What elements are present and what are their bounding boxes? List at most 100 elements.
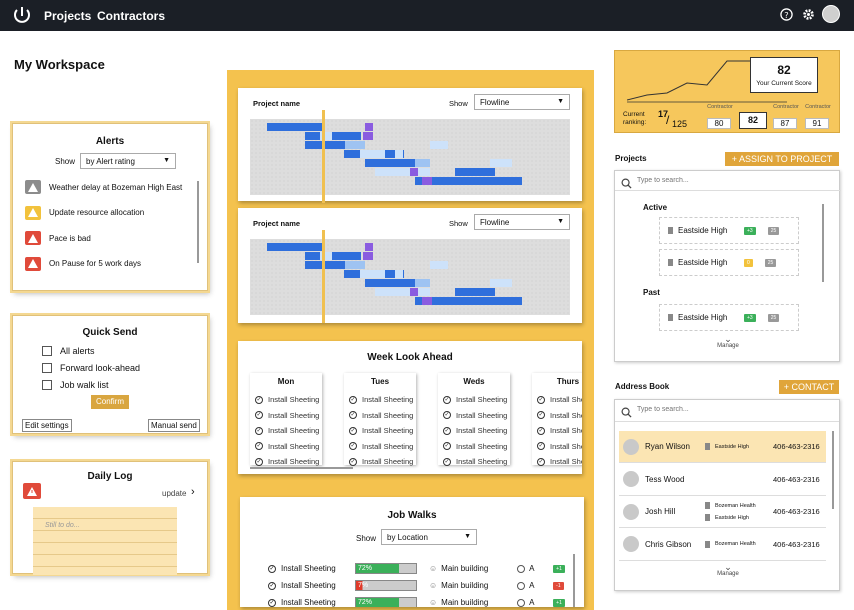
flowline-bar[interactable] — [455, 168, 495, 176]
app-logo-icon[interactable] — [12, 5, 32, 25]
alert-item[interactable]: Update resource allocation — [25, 205, 144, 220]
projects-manage[interactable]: ⌄ Manage — [615, 335, 841, 350]
flowline-bar[interactable] — [395, 150, 403, 158]
flowline-bar[interactable] — [365, 159, 425, 167]
confirm-button[interactable]: Confirm — [91, 395, 129, 409]
contact-row[interactable]: Tess Wood 406-463-2316 — [619, 464, 826, 496]
project-item[interactable]: Eastside High +3 25 — [659, 217, 799, 244]
task-item[interactable]: ✓ Install Sheeting — [438, 392, 510, 408]
task-item[interactable]: ✓ Install Sheeting — [344, 439, 416, 455]
chart-view-select[interactable]: Flowline ▼ — [474, 94, 570, 110]
flowline-bar[interactable] — [460, 177, 522, 185]
gear-icon[interactable] — [802, 8, 815, 21]
today-marker[interactable] — [322, 110, 325, 203]
task-item[interactable]: ✓ Install Sheeting — [532, 454, 582, 470]
manual-send-button[interactable]: Manual send — [148, 419, 200, 432]
quick-send-option[interactable]: All alerts — [42, 342, 140, 359]
flowline-bar[interactable] — [375, 168, 385, 176]
edit-settings-button[interactable]: Edit settings — [22, 419, 72, 432]
flowline-bar[interactable] — [365, 123, 373, 131]
scrollbar[interactable] — [822, 204, 824, 282]
alerts-filter-select[interactable]: by Alert rating ▼ — [80, 153, 176, 169]
task-item[interactable]: ✓ Install Sheeting — [532, 423, 582, 439]
task-item[interactable]: ✓ Install Sheeting — [438, 408, 510, 424]
alert-item[interactable]: Pace is bad — [25, 231, 91, 245]
chart-view-select[interactable]: Flowline ▼ — [474, 214, 570, 230]
checkbox[interactable] — [42, 379, 52, 390]
flowline-bar[interactable] — [267, 243, 323, 251]
job-walks-filter-select[interactable]: by Location ▼ — [381, 529, 477, 545]
flowline-bar[interactable] — [430, 261, 448, 269]
task-item[interactable]: ✓ Install Sheeting — [344, 454, 416, 470]
radio-button[interactable] — [517, 581, 526, 590]
flowline-bar[interactable] — [422, 177, 432, 185]
flowline-bar[interactable] — [410, 168, 418, 176]
alert-item[interactable]: Weather delay at Bozeman High East — [25, 180, 182, 194]
job-walk-row[interactable]: ✓ Install Sheeting 72% ☺ Main building A +1 — [268, 563, 565, 574]
checkbox[interactable] — [42, 362, 52, 373]
task-item[interactable]: ✓ Install Sheeting — [438, 454, 510, 470]
flowline-bar[interactable] — [305, 252, 361, 260]
flowline-bar[interactable] — [422, 297, 432, 305]
scrollbar[interactable] — [832, 431, 834, 509]
flowline-bar[interactable] — [410, 288, 418, 296]
today-marker[interactable] — [322, 230, 325, 323]
flowline-gantt[interactable] — [250, 110, 570, 203]
quick-send-option[interactable]: Forward look-ahead — [42, 359, 140, 376]
flowline-bar[interactable] — [490, 279, 512, 287]
contacts-manage[interactable]: ⌄ Manage — [615, 563, 839, 578]
chevron-right-icon[interactable]: › — [191, 486, 195, 498]
task-item[interactable]: ✓ Install Sheeting — [532, 408, 582, 424]
task-item[interactable]: ✓ Install Sheeting — [250, 454, 322, 470]
horizontal-scrollbar[interactable] — [250, 467, 353, 469]
task-item[interactable]: ✓ Install Sheeting — [438, 439, 510, 455]
job-walk-row[interactable]: ✓ Install Sheeting 72% ☺ Main building A +1 — [268, 597, 565, 607]
flowline-bar[interactable] — [415, 279, 430, 287]
flowline-bar[interactable] — [455, 288, 495, 296]
alert-item[interactable]: On Pause for 5 work days — [25, 256, 141, 271]
nav-contractors[interactable]: Contractors — [97, 9, 166, 23]
flowline-bar[interactable] — [360, 270, 385, 278]
add-contact-button[interactable]: + CONTACT — [779, 380, 839, 394]
flowline-bar[interactable] — [460, 297, 522, 305]
scrollbar[interactable] — [197, 181, 199, 263]
flowline-bar[interactable] — [365, 279, 425, 287]
task-item[interactable]: ✓ Install Sheeting — [250, 423, 322, 439]
todo-notepad[interactable]: Still to do... — [33, 507, 177, 575]
flowline-bar[interactable] — [320, 252, 332, 260]
flowline-bar[interactable] — [395, 270, 403, 278]
flowline-bar[interactable] — [360, 150, 385, 158]
flowline-bar[interactable] — [305, 261, 365, 269]
flowline-bar[interactable] — [363, 132, 373, 140]
checkbox[interactable] — [42, 345, 52, 356]
task-item[interactable]: ✓ Install Sheeting — [344, 408, 416, 424]
task-item[interactable]: ✓ Install Sheeting — [250, 392, 322, 408]
user-avatar[interactable] — [822, 5, 840, 23]
radio-button[interactable] — [517, 598, 526, 607]
task-item[interactable]: ✓ Install Sheeting — [344, 423, 416, 439]
radio-button[interactable] — [517, 564, 526, 573]
project-item[interactable]: Eastside High +3 25 — [659, 304, 799, 331]
quick-send-option[interactable]: Job walk list — [42, 376, 140, 393]
help-icon[interactable]: ? — [780, 8, 793, 21]
flowline-bar[interactable] — [305, 132, 361, 140]
project-item[interactable]: Eastside High 0 25 — [659, 249, 799, 276]
flowline-bar[interactable] — [415, 159, 430, 167]
flowline-bar[interactable] — [490, 159, 512, 167]
contact-row[interactable]: Chris Gibson Bozeman Health 406-463-2316 — [619, 529, 826, 561]
task-item[interactable]: ✓ Install Sheeting — [532, 439, 582, 455]
contact-row[interactable]: Josh Hill Bozeman Health Eastside High 406-… — [619, 496, 826, 528]
scrollbar[interactable] — [573, 554, 575, 607]
update-link[interactable]: update — [162, 489, 187, 498]
flowline-bar[interactable] — [267, 123, 323, 131]
flowline-bar[interactable] — [375, 288, 385, 296]
task-item[interactable]: ✓ Install Sheeting — [438, 423, 510, 439]
contact-row[interactable]: Ryan Wilson Eastside High 406-463-2316 — [619, 431, 826, 463]
flowline-bar[interactable] — [430, 141, 448, 149]
flowline-bar[interactable] — [365, 243, 373, 251]
contacts-search-input[interactable] — [637, 406, 827, 413]
projects-search-input[interactable] — [637, 177, 827, 184]
flowline-bar[interactable] — [380, 168, 430, 176]
task-item[interactable]: ✓ Install Sheeting — [250, 408, 322, 424]
task-item[interactable]: ✓ Install Sheeting — [532, 392, 582, 408]
